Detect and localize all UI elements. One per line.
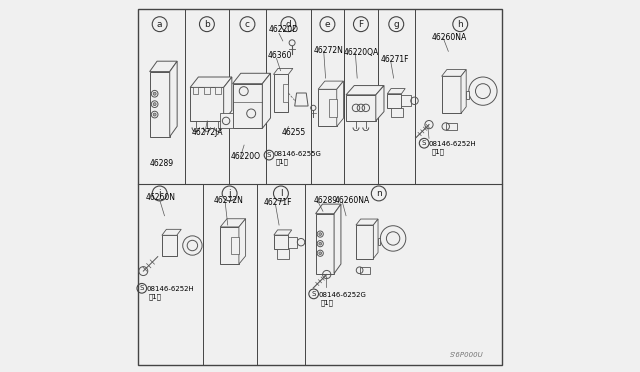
Polygon shape	[294, 93, 308, 106]
Text: 46272N: 46272N	[214, 196, 243, 205]
Polygon shape	[356, 225, 373, 259]
Text: F: F	[358, 20, 364, 29]
Text: 46360: 46360	[268, 51, 292, 60]
Polygon shape	[378, 238, 380, 245]
Text: 46289: 46289	[150, 159, 174, 168]
Polygon shape	[445, 123, 457, 130]
Polygon shape	[204, 87, 209, 94]
Polygon shape	[288, 237, 298, 248]
Polygon shape	[239, 219, 246, 264]
Circle shape	[153, 92, 156, 95]
Polygon shape	[390, 108, 403, 117]
Polygon shape	[373, 219, 378, 259]
Polygon shape	[231, 237, 239, 254]
Polygon shape	[346, 95, 376, 121]
Polygon shape	[162, 229, 181, 235]
Text: S: S	[267, 152, 271, 158]
Text: 46272JA: 46272JA	[191, 128, 223, 137]
Text: i: i	[158, 189, 161, 198]
Polygon shape	[316, 214, 334, 274]
Polygon shape	[334, 204, 341, 274]
Polygon shape	[461, 70, 466, 113]
Polygon shape	[150, 72, 170, 137]
Text: l: l	[280, 189, 282, 198]
Text: 46260NA: 46260NA	[431, 33, 467, 42]
Polygon shape	[220, 219, 246, 227]
Polygon shape	[262, 73, 271, 128]
Polygon shape	[318, 81, 344, 89]
Polygon shape	[316, 204, 341, 214]
Text: 46260N: 46260N	[145, 193, 175, 202]
Text: 46271F: 46271F	[264, 198, 292, 207]
Polygon shape	[466, 91, 468, 99]
Polygon shape	[193, 87, 198, 94]
Circle shape	[319, 242, 321, 245]
Polygon shape	[274, 235, 288, 249]
Text: e: e	[324, 20, 330, 29]
Polygon shape	[220, 227, 239, 264]
Polygon shape	[274, 230, 292, 235]
Circle shape	[319, 252, 321, 254]
Polygon shape	[223, 77, 232, 121]
Polygon shape	[401, 95, 411, 106]
Text: 08146-6252H: 08146-6252H	[429, 141, 476, 147]
Polygon shape	[328, 99, 337, 117]
Text: S: S	[140, 285, 144, 291]
Text: 08146-6255G: 08146-6255G	[273, 151, 321, 157]
Text: 46255: 46255	[282, 128, 307, 137]
Polygon shape	[346, 86, 384, 95]
Text: S: S	[422, 140, 426, 146]
Polygon shape	[273, 68, 293, 74]
Text: 46271F: 46271F	[381, 55, 409, 64]
Polygon shape	[273, 74, 289, 112]
Polygon shape	[360, 267, 370, 274]
Text: j: j	[228, 189, 231, 198]
Polygon shape	[220, 113, 232, 128]
Circle shape	[153, 113, 156, 116]
Text: S: S	[312, 291, 316, 297]
Polygon shape	[442, 76, 461, 113]
Polygon shape	[356, 219, 378, 225]
Text: c: c	[245, 20, 250, 29]
Polygon shape	[387, 89, 405, 94]
Polygon shape	[442, 70, 466, 76]
Polygon shape	[387, 94, 401, 108]
Text: n: n	[376, 189, 381, 198]
Polygon shape	[216, 87, 221, 94]
Circle shape	[319, 233, 321, 235]
Text: （1）: （1）	[431, 148, 445, 155]
Polygon shape	[283, 84, 289, 102]
Text: 46220O: 46220O	[231, 153, 261, 161]
Text: 46220D: 46220D	[269, 25, 299, 33]
Text: 08146-6252H: 08146-6252H	[147, 286, 194, 292]
Text: 08146-6252G: 08146-6252G	[318, 292, 366, 298]
Polygon shape	[232, 84, 262, 128]
Polygon shape	[232, 73, 271, 84]
Polygon shape	[190, 77, 232, 87]
Text: g: g	[394, 20, 399, 29]
Polygon shape	[150, 61, 177, 72]
Polygon shape	[277, 249, 289, 259]
Text: a: a	[157, 20, 163, 29]
Text: 46260NA: 46260NA	[335, 196, 370, 205]
Text: 46272N: 46272N	[314, 46, 344, 55]
Text: （1）: （1）	[321, 299, 334, 306]
Text: b: b	[204, 20, 210, 29]
Text: （1）: （1）	[149, 294, 162, 300]
Text: 46220QA: 46220QA	[344, 48, 379, 57]
Circle shape	[153, 103, 156, 106]
Text: d: d	[285, 20, 291, 29]
Text: 46289: 46289	[314, 196, 337, 205]
Polygon shape	[190, 87, 223, 121]
Polygon shape	[170, 61, 177, 137]
Text: （1）: （1）	[275, 158, 289, 164]
Text: h: h	[458, 20, 463, 29]
Polygon shape	[337, 81, 344, 126]
Polygon shape	[162, 235, 177, 256]
Polygon shape	[376, 86, 384, 121]
Polygon shape	[318, 89, 337, 126]
Text: S'6P000U: S'6P000U	[450, 352, 484, 358]
